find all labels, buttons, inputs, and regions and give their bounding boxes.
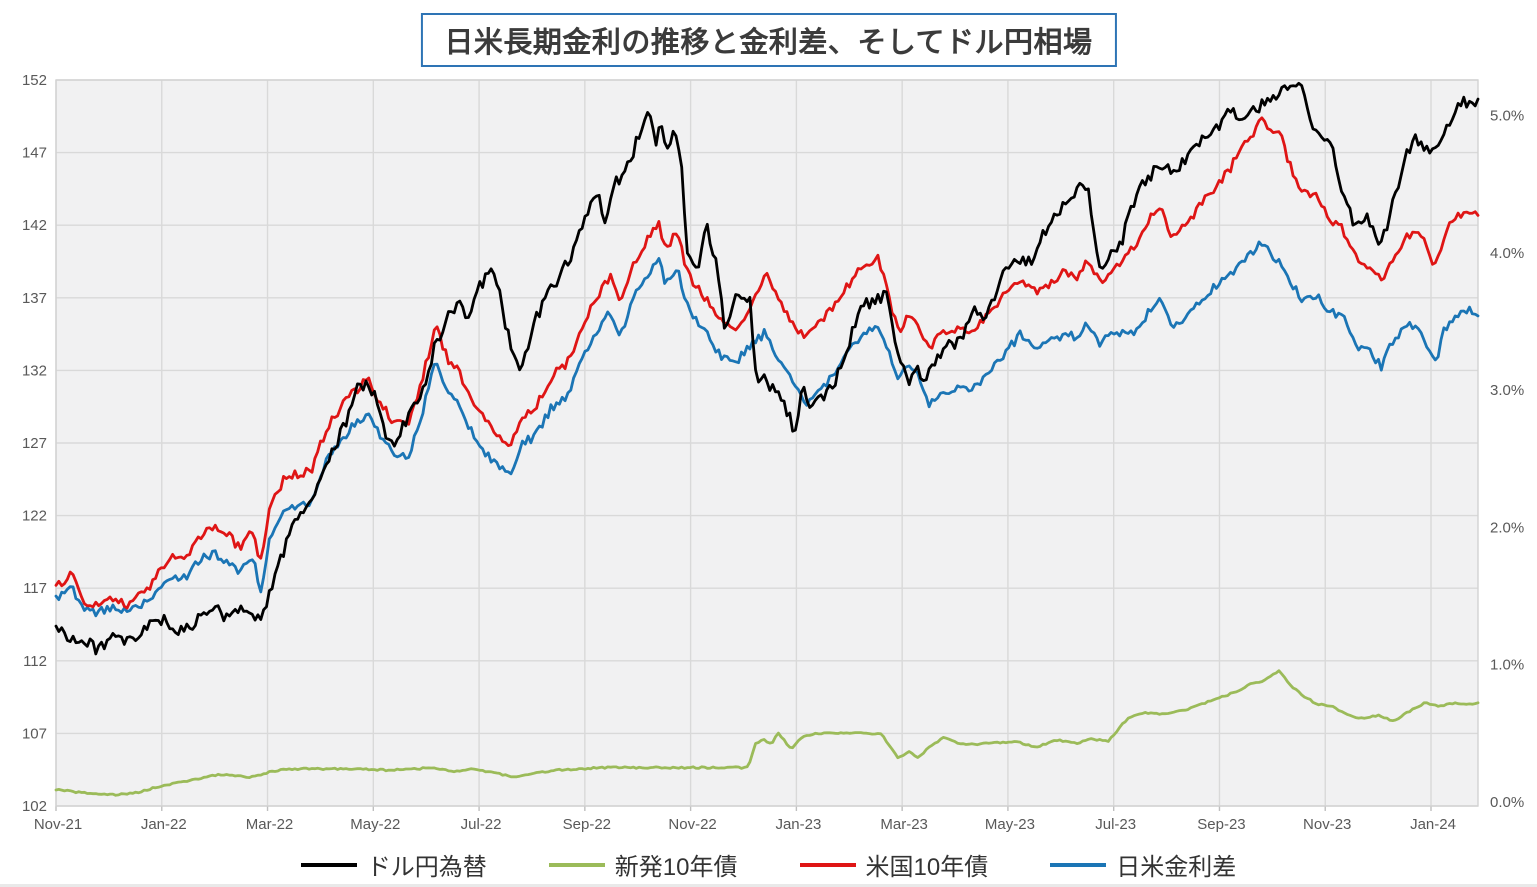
right-axis-tick: 4.0% (1490, 245, 1524, 262)
legend-label-ust10y: 米国10年債 (865, 854, 989, 881)
series-usdjpy-line (54, 81, 1480, 656)
series-ust10y-line (54, 116, 1480, 610)
left-axis-tick: 132 (22, 362, 47, 379)
legend-swatch-jgb10y (548, 862, 605, 867)
plot-border (55, 79, 1479, 807)
left-axis-tick: 112 (23, 653, 47, 670)
x-axis-tick: May-22 (350, 816, 400, 833)
x-axis-tick: Jan-23 (775, 816, 821, 833)
x-axis-tick: Nov-21 (34, 816, 82, 833)
left-axis-tick: 142 (22, 217, 47, 234)
legend-item-spread: 日米金利差 (1050, 847, 1236, 882)
chart-title-text: 日米長期金利の推移と金利差、そしてドル円相場 (444, 27, 1093, 59)
legend-label-spread: 日米金利差 (1116, 854, 1237, 881)
right-axis-tick: 2.0% (1490, 519, 1524, 536)
x-axis-tick: Sep-22 (563, 816, 611, 833)
legend-item-jgb10y: 新発10年債 (548, 847, 738, 882)
right-axis-tick: 0.0% (1490, 794, 1524, 811)
legend-item-ust10y: 米国10年債 (799, 847, 989, 882)
x-axis-tick: Nov-22 (668, 816, 716, 833)
chart-title: 日米長期金利の推移と金利差、そしてドル円相場 (420, 13, 1117, 67)
left-axis-tick: 137 (22, 290, 47, 307)
legend-item-usdjpy: ドル円為替 (300, 847, 487, 882)
x-axis-tick: Mar-23 (880, 816, 928, 833)
x-axis-tick: Mar-22 (246, 816, 294, 833)
x-axis-tick: May-23 (985, 816, 1035, 833)
x-axis-tick: Jul-23 (1095, 816, 1136, 833)
left-axis-tick: 152 (22, 72, 47, 89)
legend-label-jgb10y: 新発10年債 (614, 854, 738, 881)
legend-swatch-ust10y (799, 862, 856, 867)
right-axis-tick: 1.0% (1490, 657, 1524, 674)
right-axis-tick: 5.0% (1490, 108, 1524, 125)
x-axis-tick: Nov-23 (1303, 816, 1351, 833)
legend-swatch-usdjpy (300, 862, 357, 867)
x-axis-tick: Jul-22 (461, 816, 502, 833)
left-axis-tick: 107 (22, 725, 47, 742)
x-axis-tick: Jan-24 (1410, 816, 1456, 833)
legend-swatch-spread (1050, 862, 1107, 867)
bottom-edge (0, 884, 1537, 887)
chart-legend: ドル円為替 新発10年債 米国10年債 日米金利差 (0, 847, 1537, 882)
series-spread-line (54, 240, 1480, 618)
left-axis-tick: 102 (22, 798, 47, 815)
legend-label-usdjpy: ドル円為替 (366, 854, 487, 881)
x-axis-tick: Jan-22 (141, 816, 187, 833)
left-axis-tick: 127 (22, 435, 47, 452)
left-axis-tick: 147 (22, 145, 47, 162)
left-axis-tick: 122 (22, 508, 47, 525)
right-axis-tick: 3.0% (1490, 382, 1524, 399)
left-axis-tick: 117 (23, 580, 47, 597)
x-axis-tick: Sep-23 (1197, 816, 1245, 833)
series-jgb10y-line (54, 669, 1480, 797)
